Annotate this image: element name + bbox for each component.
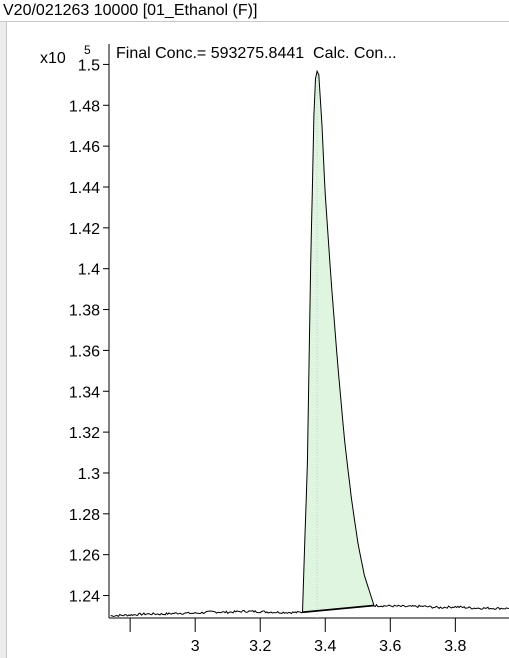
y-tick-label: 1.42 — [69, 221, 100, 238]
y-tick-label: 1.36 — [69, 343, 100, 360]
y-tick-label: 1.5 — [78, 57, 100, 74]
y-tick-label: 1.4 — [78, 262, 100, 279]
y-tick-label: 1.32 — [69, 425, 100, 442]
integration-baseline — [302, 604, 375, 614]
peak-area-fill — [302, 71, 374, 613]
x-tick-label: 3 — [191, 638, 200, 655]
plot-area — [110, 69, 509, 618]
left-frame-border — [0, 22, 7, 658]
x-tick-label: 3.8 — [444, 638, 466, 655]
y-tick-label: 1.38 — [69, 303, 100, 320]
x-tick-label: 3.4 — [314, 638, 336, 655]
panel-title: V20/021263 10000 [01_Ethanol (F)] — [0, 0, 509, 22]
y-tick-label: 1.46 — [69, 139, 100, 156]
y-tick-label: 1.3 — [78, 466, 100, 483]
x-tick-label: 3.6 — [379, 638, 401, 655]
y-tick-label: 1.44 — [69, 180, 100, 197]
y-multiplier-label: x10 — [40, 50, 66, 67]
signal-trace — [110, 69, 509, 618]
x-tick-label: 3.2 — [249, 638, 271, 655]
y-multiplier-exponent: 5 — [84, 43, 91, 57]
conc-annotation: Final Conc.= 593275.8441 Calc. Con... — [116, 45, 397, 62]
y-tick-label: 1.24 — [69, 589, 100, 606]
y-ticks: 1.24 1.26 1.28 1.3 1.32 1.34 1.36 1.38 1.4 1.42 1.… — [69, 57, 109, 606]
y-tick-label: 1.28 — [69, 507, 100, 524]
y-tick-label: 1.26 — [69, 548, 100, 565]
x-ticks: 3 3.2 3.4 3.6 3.8 — [129, 618, 467, 655]
y-tick-label: 1.48 — [69, 98, 100, 115]
y-tick-label: 1.34 — [69, 384, 100, 401]
